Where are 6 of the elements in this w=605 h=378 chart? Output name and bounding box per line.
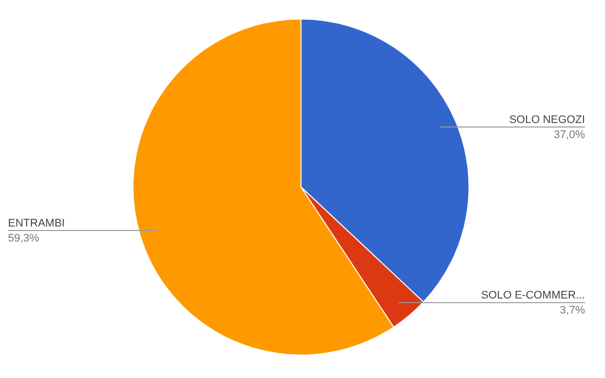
data-label: 37,0% bbox=[554, 128, 586, 141]
data-label: 3,7% bbox=[560, 304, 586, 317]
slice-label: SOLO E-COMMER... bbox=[481, 290, 585, 302]
data-label: 59,3% bbox=[8, 232, 40, 245]
slice-label: SOLO NEGOZI bbox=[509, 114, 585, 126]
slice-label: ENTRAMBI bbox=[8, 218, 65, 230]
